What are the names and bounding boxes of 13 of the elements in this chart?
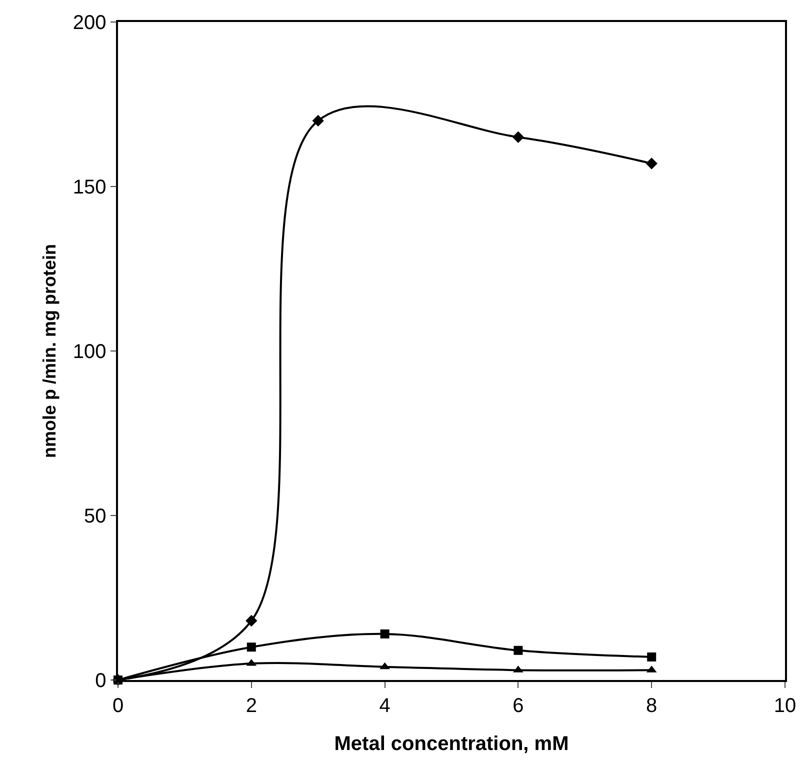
y-tick-label: 100 — [72, 341, 106, 363]
x-tick-label: 4 — [379, 694, 390, 717]
x-tick-label: 2 — [246, 694, 257, 717]
x-tick-label: 8 — [646, 694, 658, 717]
y-tick-label: 0 — [95, 670, 106, 692]
y-tick-label: 150 — [72, 176, 106, 198]
x-axis-title: Metal concentration, mM — [334, 732, 569, 755]
x-tick-label: 6 — [512, 694, 524, 717]
x-tick-label: 0 — [112, 694, 124, 717]
y-axis-title: nmole p /min. mg protein — [40, 244, 60, 458]
y-tick-label: 200 — [72, 12, 106, 34]
y-tick-label: 50 — [84, 506, 106, 528]
x-tick-label: 10 — [774, 694, 796, 717]
